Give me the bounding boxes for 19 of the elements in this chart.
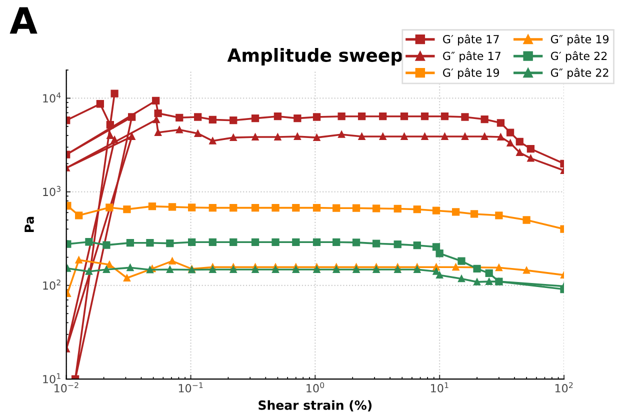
text: A	[10, 7, 38, 34]
y-axis-title: Pa	[24, 216, 34, 232]
x-axis-title: Shear strain (%)	[258, 400, 372, 412]
x-tick-label: 10$^{1}$	[431, 382, 448, 392]
legend-label: G″ pâte 19	[550, 34, 609, 46]
y-tick-label: 10$^{3}$	[43, 186, 61, 196]
legend-label: G″ pâte 22	[550, 68, 608, 80]
legend-label: G′ pâte 17	[443, 34, 499, 46]
x-tick-label: 10$^{0}$	[306, 382, 324, 392]
legend-label: G″ pâte 17	[443, 51, 500, 62]
y-tick-label: 10$^{1}$	[43, 373, 60, 384]
y-tick-label: 10$^{4}$	[43, 92, 61, 103]
legend-label: G′ pâte 22	[550, 51, 607, 62]
x-tick-label: 10$^{−1}$	[178, 382, 203, 392]
x-tick-label: 10$^{−2}$	[54, 382, 78, 392]
y-tick-label: 10$^{2}$	[43, 280, 60, 290]
x-tick-label: 10$^{2}$	[555, 382, 573, 392]
chart-title: Amplitude sweep	[227, 48, 402, 66]
legend-label: G′ pâte 19	[443, 68, 499, 80]
